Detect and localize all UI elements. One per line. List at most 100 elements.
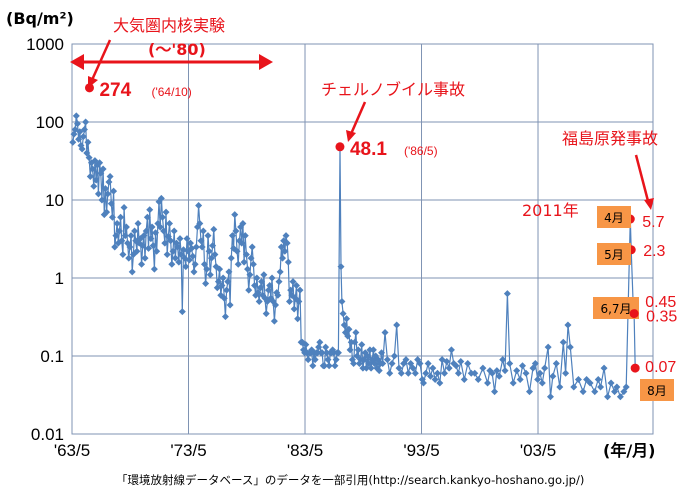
y-tick-label: 0.01: [31, 425, 64, 444]
data-point: [118, 237, 126, 245]
arrow-to-fukushima: [634, 154, 654, 210]
data-point: [526, 388, 534, 396]
data-point: [115, 227, 123, 235]
data-point: [522, 369, 530, 377]
month-label: 6,7月: [600, 302, 631, 316]
data-point: [556, 383, 564, 391]
data-point: [192, 243, 200, 251]
data-point: [171, 254, 179, 262]
data-point: [94, 190, 102, 198]
data-point: [318, 349, 326, 357]
data-point: [597, 383, 605, 391]
data-point: [246, 271, 254, 279]
data-point: [339, 310, 347, 318]
source-footer: 「環境放射線データベース」のデータを一部引用(http://search.kan…: [116, 473, 584, 487]
data-point: [203, 265, 211, 273]
data-point: [283, 239, 291, 247]
month-label: 4月: [604, 211, 624, 225]
data-point: [198, 243, 206, 251]
data-point: [134, 219, 142, 227]
data-point: [258, 278, 266, 286]
data-point: [232, 227, 240, 235]
data-point: [559, 338, 567, 346]
data-point: [479, 364, 487, 372]
data-point: [113, 219, 121, 227]
data-point: [176, 235, 184, 243]
data-point: [190, 268, 198, 276]
data-point: [622, 383, 630, 391]
data-point: [112, 232, 120, 240]
arrow-to-chernobyl: [346, 101, 367, 142]
month-box: [597, 243, 631, 265]
data-point: [110, 187, 118, 195]
data-point: [128, 268, 136, 276]
data-point: [189, 252, 197, 260]
data-point: [552, 360, 560, 368]
data-point: [324, 356, 332, 364]
x-tick-label: '73/5: [170, 441, 206, 460]
data-point: [445, 364, 453, 372]
data-point: [276, 268, 284, 276]
highlight-value: 0.45: [645, 294, 676, 311]
month-box: [593, 297, 639, 319]
data-point: [221, 313, 229, 321]
data-point: [566, 343, 574, 351]
data-point: [583, 375, 591, 383]
highlight-point: [629, 309, 639, 319]
data-point: [233, 247, 241, 255]
data-point: [205, 247, 213, 255]
chart-axes: [71, 43, 654, 435]
data-point: [146, 206, 154, 214]
data-point: [424, 360, 432, 368]
data-point: [546, 393, 554, 401]
highlight-value: 5.7: [642, 214, 664, 231]
data-point: [80, 126, 88, 134]
data-point: [268, 274, 276, 282]
x-tick-label: '93/5: [403, 441, 439, 460]
data-point: [346, 346, 354, 354]
data-point: [139, 242, 147, 250]
data-point: [381, 329, 389, 337]
data-point: [72, 112, 80, 120]
data-point: [210, 225, 218, 233]
data-point: [223, 286, 231, 294]
data-point: [247, 254, 255, 262]
data-point: [531, 360, 539, 368]
data-point: [344, 332, 352, 340]
data-point: [157, 194, 165, 202]
data-point: [241, 232, 249, 240]
data-point: [182, 263, 190, 271]
data-series: [69, 112, 639, 401]
data-point: [409, 364, 417, 372]
month-box: [597, 206, 631, 228]
data-point: [162, 208, 170, 216]
data-point: [148, 223, 156, 231]
data-point: [454, 369, 462, 377]
atmospheric-tests-label: 大気圏内核実験: [113, 16, 225, 35]
data-point: [338, 297, 346, 305]
data-point: [290, 305, 298, 313]
highlight-points: 274 ('64/10) 48.1 ('86/5) 5.7 4月 2.3 5月 0.45 6,7月…: [84, 80, 677, 401]
data-point: [579, 388, 587, 396]
highlight-point: [630, 363, 640, 373]
data-point: [460, 375, 468, 383]
y-tick-label: 1: [55, 269, 64, 288]
data-point: [149, 242, 157, 250]
data-point: [431, 375, 439, 383]
data-point: [150, 265, 158, 273]
data-point: [345, 325, 353, 333]
atmospheric-tests-period: (〜'80): [148, 40, 206, 59]
data-point: [564, 321, 572, 329]
data-point: [101, 185, 109, 193]
data-point: [220, 294, 228, 302]
data-point: [175, 258, 183, 266]
data-point: [170, 227, 178, 235]
y-tick-label: 1000: [26, 35, 64, 54]
data-point: [411, 369, 419, 377]
data-point: [484, 379, 492, 387]
data-point: [452, 362, 460, 370]
month-label: 8月: [647, 384, 667, 398]
data-point: [163, 251, 171, 259]
data-point: [79, 133, 87, 141]
data-point: [519, 362, 527, 370]
